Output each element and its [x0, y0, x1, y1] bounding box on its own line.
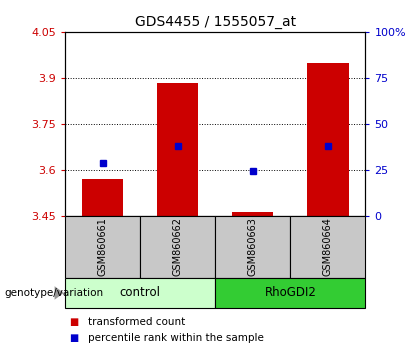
Bar — [65, 278, 215, 308]
Text: transformed count: transformed count — [88, 317, 186, 327]
Bar — [215, 216, 290, 278]
Polygon shape — [55, 286, 64, 299]
Bar — [215, 278, 365, 308]
Title: GDS4455 / 1555057_at: GDS4455 / 1555057_at — [135, 16, 296, 29]
Text: ■: ■ — [69, 317, 79, 327]
Bar — [82, 179, 123, 216]
Text: control: control — [120, 286, 161, 299]
Bar — [157, 84, 198, 216]
Bar — [65, 216, 140, 278]
Text: GSM860664: GSM860664 — [323, 217, 333, 276]
Text: RhoGDI2: RhoGDI2 — [264, 286, 316, 299]
Text: percentile rank within the sample: percentile rank within the sample — [88, 333, 264, 343]
Text: genotype/variation: genotype/variation — [4, 288, 103, 298]
Text: GSM860661: GSM860661 — [97, 217, 108, 276]
Text: GSM860662: GSM860662 — [173, 217, 183, 276]
Bar — [140, 216, 215, 278]
Bar — [290, 216, 365, 278]
Text: GSM860663: GSM860663 — [248, 217, 258, 276]
Bar — [307, 63, 349, 216]
Bar — [232, 212, 273, 216]
Text: ■: ■ — [69, 333, 79, 343]
